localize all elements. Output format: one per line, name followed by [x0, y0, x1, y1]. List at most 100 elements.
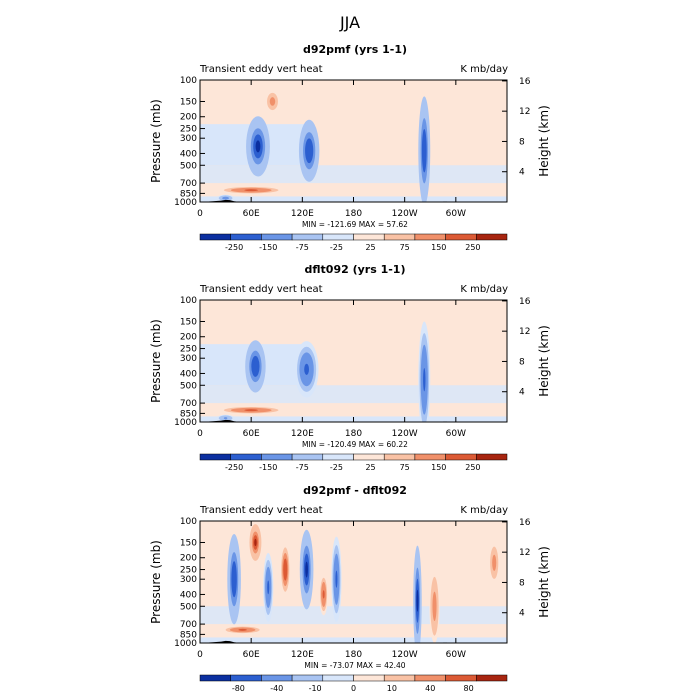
- core-9: [429, 569, 440, 643]
- x-tick-label: 120W: [392, 209, 418, 219]
- colorbar-swatch: [261, 453, 293, 461]
- right-axis-title: Height (km): [537, 546, 551, 617]
- colorbar-swatch: [291, 453, 324, 461]
- plot-background: [200, 521, 507, 643]
- y-axis-title: Pressure (mb): [149, 540, 163, 624]
- x-tick-label: 120E: [291, 650, 314, 660]
- y-tick-label: 1000: [174, 418, 197, 428]
- core-3: [418, 321, 431, 422]
- colorbar-label: 75: [400, 243, 410, 252]
- contour-field: [200, 90, 507, 202]
- colorbar-swatch: [414, 674, 446, 682]
- core-2: [249, 524, 262, 561]
- contour-level: [284, 564, 287, 576]
- core-1: [227, 534, 241, 625]
- right-tick-label: 4: [519, 388, 525, 398]
- panel-title: dflt092 (yrs 1-1): [305, 263, 406, 276]
- weak-negative-band: [200, 606, 507, 625]
- colorbar-label: -150: [259, 243, 277, 252]
- colorbar-label: -80: [232, 684, 245, 693]
- right-tick-label: 16: [519, 518, 531, 528]
- y-tick-label: 850: [180, 409, 197, 419]
- y-tick-label: 100: [180, 296, 197, 306]
- core-10: [221, 625, 264, 634]
- panel-2: dflt092 (yrs 1-1) Transient eddy vert hea…: [149, 263, 551, 472]
- y-tick-label: 300: [180, 575, 197, 585]
- contour-level: [423, 139, 426, 162]
- colorbar-label: -25: [330, 463, 343, 472]
- right-tick-label: 4: [519, 168, 525, 178]
- contour-level: [254, 538, 257, 547]
- contour-level: [238, 628, 247, 631]
- colorbar-swatch: [291, 233, 324, 241]
- panels: d92pmf (yrs 1-1) Transient eddy vert heat…: [149, 43, 551, 693]
- right-tick-label: 12: [519, 327, 530, 337]
- min-max-stats: MIN = -121.69 MAX = 57.62: [302, 220, 408, 229]
- y-tick-label: 100: [180, 76, 197, 86]
- y-tick-label: 850: [180, 189, 197, 199]
- colorbar-label: -250: [225, 243, 243, 252]
- colorbar-swatch: [445, 674, 477, 682]
- contour-level: [307, 144, 312, 157]
- right-tick-label: 16: [519, 297, 531, 307]
- x-tick-label: 120W: [392, 650, 418, 660]
- contour-level: [335, 570, 338, 588]
- weak-negative-band: [200, 165, 507, 184]
- contour-level: [416, 589, 419, 612]
- x-tick-label: 60W: [446, 650, 466, 660]
- contour-level: [267, 580, 270, 595]
- colorbar-swatch: [261, 674, 293, 682]
- contour-level: [493, 558, 496, 567]
- colorbar-swatch: [476, 453, 508, 461]
- colorbar-swatch: [199, 674, 231, 682]
- y-tick-label: 200: [180, 554, 197, 564]
- core-1: [246, 116, 270, 177]
- core-2: [294, 341, 319, 398]
- y-tick-label: 150: [180, 538, 197, 548]
- contour-level: [423, 368, 426, 392]
- min-max-stats: MIN = -120.49 MAX = 60.22: [302, 440, 408, 449]
- contour-level: [305, 561, 308, 578]
- colorbar-swatch: [353, 233, 385, 241]
- core-4: [280, 541, 291, 598]
- colorbar-swatch: [199, 233, 231, 241]
- colorbar-label: -10: [309, 684, 322, 693]
- topography: [200, 199, 241, 202]
- right-tick-label: 16: [519, 77, 531, 87]
- colorbar-swatch: [230, 453, 262, 461]
- y-tick-label: 850: [180, 630, 197, 640]
- contour-level: [304, 363, 309, 375]
- x-tick-label: 0: [197, 209, 203, 219]
- contour-level: [271, 99, 274, 104]
- core-5: [217, 406, 286, 415]
- contour-level: [433, 598, 436, 614]
- right-tick-label: 12: [519, 107, 530, 117]
- topography: [200, 640, 241, 643]
- colorbar-swatch: [445, 453, 477, 461]
- contour-level: [253, 361, 258, 372]
- x-tick-label: 60W: [446, 209, 466, 219]
- min-max-stats: MIN = -73.07 MAX = 42.40: [304, 661, 405, 670]
- colorbar-label: 75: [400, 463, 410, 472]
- contour-level: [255, 140, 261, 153]
- y-tick-label: 300: [180, 354, 197, 364]
- colorbar-swatch: [353, 674, 385, 682]
- y-tick-label: 1000: [174, 639, 197, 649]
- colorbar-swatch: [476, 233, 508, 241]
- colorbar-swatch: [322, 233, 354, 241]
- core-3: [418, 96, 431, 202]
- right-tick-label: 8: [519, 357, 525, 367]
- colorbar: -80 -40 -10 0 10 40 80: [199, 674, 508, 693]
- y-tick-label: 400: [180, 369, 197, 379]
- y-tick-label: 200: [180, 333, 197, 343]
- y-tick-label: 250: [180, 345, 197, 355]
- colorbar-swatch: [383, 233, 416, 241]
- x-tick-label: 0: [197, 429, 203, 439]
- x-tick-label: 120E: [291, 209, 314, 219]
- core-8: [413, 545, 422, 643]
- y-tick-label: 500: [180, 602, 197, 612]
- right-tick-label: 8: [519, 578, 525, 588]
- colorbar-swatch: [230, 674, 262, 682]
- colorbar-swatch: [261, 233, 293, 241]
- core-11: [489, 542, 500, 583]
